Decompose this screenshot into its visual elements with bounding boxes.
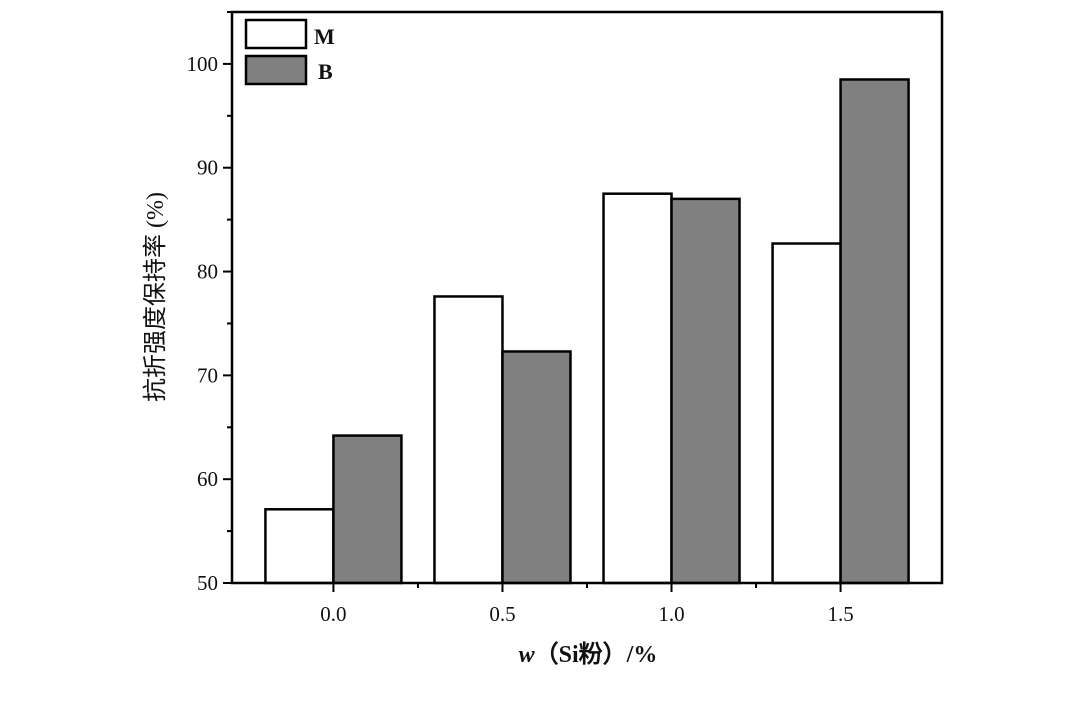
- legend-swatch-b: [244, 54, 308, 86]
- x-tick-label: 1.0: [658, 602, 684, 626]
- bar-b-0.5: [501, 350, 572, 585]
- legend-label-m: M: [314, 24, 335, 49]
- y-tick-label: 70: [197, 363, 218, 387]
- x-axis-title-unit: （Si粉）/%: [535, 641, 658, 668]
- y-tick-label: 100: [187, 52, 219, 76]
- y-tick-label: 90: [197, 156, 218, 180]
- y-tick-label: 50: [197, 571, 218, 595]
- legend: M B: [244, 18, 335, 86]
- x-axis-ticks: 0.0 0.5 1.0 1.5: [320, 583, 854, 626]
- y-axis-title: 抗折强度保持率 (%): [142, 192, 169, 402]
- bar-m-0.0: [264, 508, 335, 585]
- bar-m-0.5: [433, 295, 504, 585]
- bar-m-1.0: [602, 192, 673, 585]
- x-axis-title-variable: w: [519, 642, 536, 668]
- x-tick-label: 0.0: [320, 602, 346, 626]
- x-axis-title: w（Si粉）/%: [519, 641, 658, 668]
- x-tick-label: 1.5: [827, 602, 853, 626]
- bar-b-0.0: [332, 434, 403, 585]
- y-tick-label: 80: [197, 260, 218, 284]
- y-tick-label: 60: [197, 467, 218, 491]
- legend-swatch-m: [244, 18, 308, 50]
- bar-b-1.0: [670, 197, 741, 585]
- legend-label-b: B: [318, 59, 333, 84]
- bar-m-1.5: [771, 242, 842, 585]
- bar-b-1.5: [839, 78, 910, 585]
- bars-group: [264, 78, 910, 585]
- x-tick-label: 0.5: [489, 602, 515, 626]
- plot-frame: [230, 10, 944, 585]
- y-axis-ticks: 50 60 70 80 90 100: [187, 11, 232, 595]
